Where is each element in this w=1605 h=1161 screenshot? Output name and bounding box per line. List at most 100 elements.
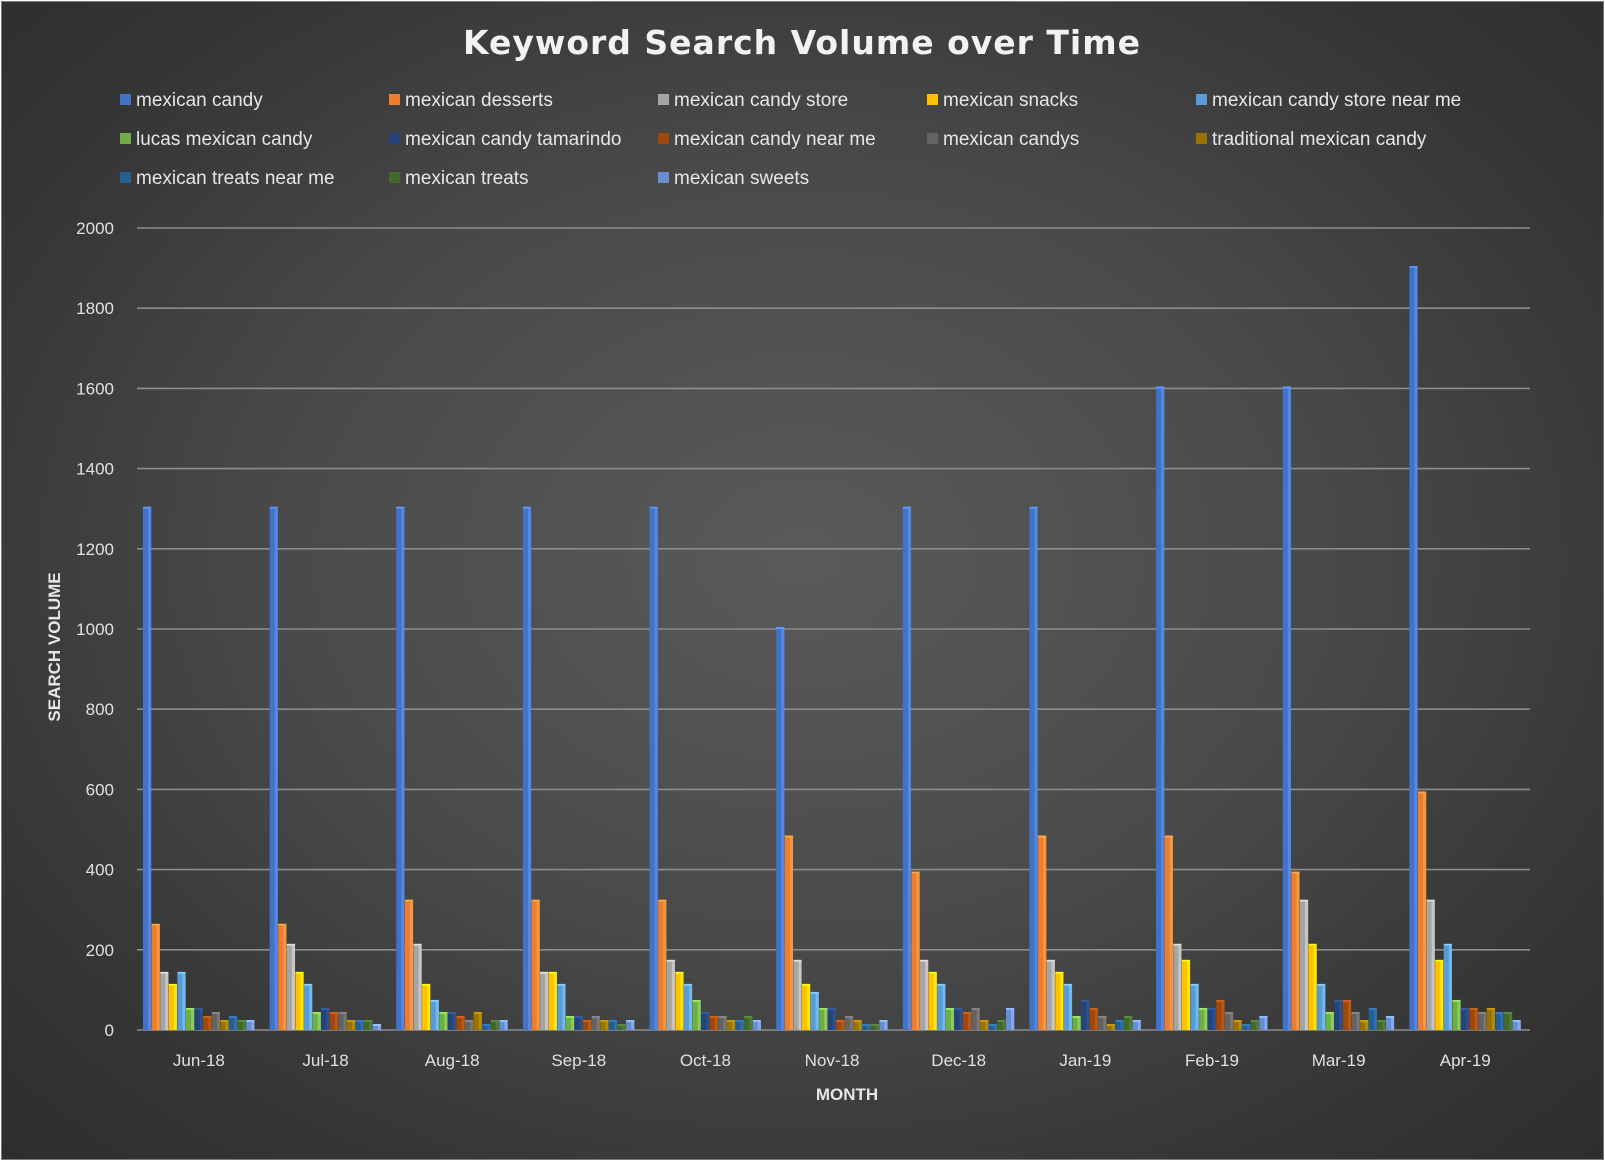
bar-highlight (1365, 1021, 1369, 1030)
bar-cap (220, 1019, 229, 1022)
bar-highlight (933, 973, 937, 1030)
legend-label: mexican candy store near me (1212, 90, 1461, 111)
bar-cap (312, 1011, 321, 1014)
bar (980, 1021, 989, 1030)
bar-highlight (360, 1021, 364, 1030)
bar-highlight (1466, 1009, 1470, 1030)
legend-item-mexican-candys: mexican candys (927, 129, 1079, 150)
bar-highlight (1169, 837, 1173, 1030)
bar-cap (902, 506, 912, 509)
bar-highlight (907, 508, 912, 1030)
bar-highlight (858, 1021, 862, 1030)
bar-cap (439, 1011, 448, 1014)
bar (793, 961, 802, 1030)
bar-highlight (1348, 1001, 1352, 1030)
bar-cap (954, 1007, 963, 1010)
bar-cap (1512, 1019, 1521, 1022)
bar-highlight (1509, 1013, 1513, 1030)
bar-highlight (504, 1021, 508, 1030)
bar (1291, 873, 1300, 1030)
bar (591, 1017, 600, 1030)
bar (194, 1009, 203, 1030)
bar-cap (143, 506, 152, 509)
bar-highlight (326, 1009, 330, 1030)
legend-label: mexican candy store (674, 90, 848, 111)
bar-highlight (596, 1017, 600, 1030)
bar (954, 1009, 963, 1030)
bar-cap (836, 1019, 845, 1022)
bar-highlight (418, 945, 422, 1030)
bar-highlight (798, 961, 802, 1030)
bar-cap (997, 1019, 1006, 1022)
bar-highlight (613, 1021, 618, 1030)
bar (548, 973, 557, 1030)
bar (997, 1021, 1006, 1030)
bar (422, 985, 431, 1030)
bar-cap (1207, 1007, 1216, 1010)
bar (1495, 1013, 1504, 1030)
bar-highlight (199, 1009, 203, 1030)
y-axis-ticks: 0 200 400 600 800 1000 1200 1400 1600 1800 2000 (76, 219, 114, 1040)
bar-highlight (562, 985, 566, 1030)
bar-highlight (789, 837, 793, 1030)
bar-cap (1385, 1015, 1395, 1018)
bar-highlight (208, 1017, 212, 1030)
bar (364, 1021, 373, 1030)
bar-cap (752, 1019, 761, 1022)
bar-highlight (1043, 837, 1047, 1030)
bar-cap (499, 1019, 508, 1022)
bar-highlight (1431, 901, 1435, 1030)
bar-highlight (369, 1021, 373, 1030)
bar-highlight (1094, 1009, 1098, 1030)
bar-cap (237, 1019, 246, 1022)
bar (430, 1001, 439, 1030)
bar-cap (548, 971, 557, 974)
bar-cap (649, 506, 658, 509)
bar-highlight (1255, 1021, 1259, 1030)
bar-cap (1417, 791, 1427, 794)
bar-cap (608, 1019, 618, 1022)
bar-highlight (1287, 388, 1291, 1030)
bar (1342, 1001, 1352, 1030)
bar-cap (168, 983, 177, 986)
bar-cap (1089, 1007, 1098, 1010)
legend-swatch (120, 172, 131, 183)
bar-highlight (654, 508, 658, 1030)
legend-item-mexican-candy-near-me: mexican candy near me (658, 129, 876, 150)
bar-cap (1173, 943, 1182, 946)
bar-cap (338, 1011, 347, 1014)
bar-cap (304, 983, 313, 986)
bar-highlight (1103, 1017, 1107, 1030)
bar-cap (1250, 1019, 1259, 1022)
bar-highlight (1491, 1009, 1495, 1030)
bar (666, 961, 675, 1030)
x-tick-label: Aug-18 (425, 1051, 480, 1070)
x-tick-label: Mar-19 (1312, 1051, 1366, 1070)
bar-cap (1132, 1019, 1141, 1022)
bar (1417, 793, 1427, 1030)
bar-cap (286, 943, 296, 946)
bar-cap (1360, 1019, 1369, 1022)
bar-cap (203, 1015, 212, 1018)
bar-highlight (1296, 873, 1300, 1030)
bar-highlight (1339, 1001, 1343, 1030)
legend-item-mexican-treats-near-me: mexican treats near me (120, 168, 335, 189)
legend-label: mexican candy (136, 90, 263, 111)
bar-cap (683, 983, 693, 986)
bar (844, 1017, 854, 1030)
bar-highlight (622, 1025, 626, 1030)
bar-cap (372, 1023, 382, 1026)
bar-cap (879, 1019, 888, 1022)
bar-cap (1181, 959, 1191, 962)
bar (600, 1021, 609, 1030)
bar (1242, 1025, 1251, 1030)
bar (649, 508, 658, 1030)
bar (229, 1017, 238, 1030)
bar-cap (1377, 1019, 1386, 1022)
x-tick-label: Jul-18 (302, 1051, 348, 1070)
x-tick-label: Dec-18 (931, 1051, 986, 1070)
bar-highlight (251, 1021, 255, 1030)
bar (988, 1025, 998, 1030)
bar (160, 973, 169, 1030)
